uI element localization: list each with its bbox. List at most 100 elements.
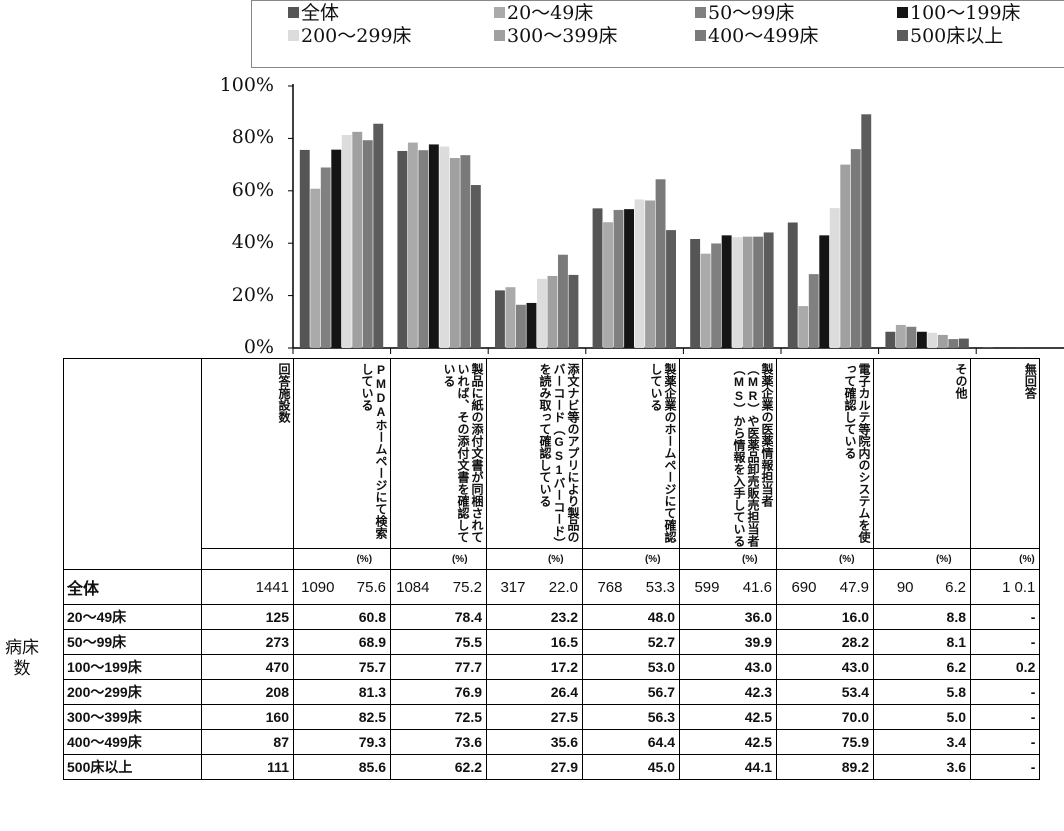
- bed-count-side-label: 病床数: [5, 638, 39, 679]
- percent-cell: 85.6: [338, 754, 391, 780]
- bar: [407, 142, 418, 348]
- percent-cell: 52.7: [626, 629, 680, 655]
- bar: [547, 275, 558, 348]
- percent-cell: -: [1014, 679, 1041, 705]
- percent-cell: 23.2: [529, 604, 583, 630]
- bar: [592, 208, 603, 348]
- percent-cell: 5.0: [917, 704, 971, 730]
- percent-cell: 45.0: [626, 754, 680, 780]
- count-cell: 599: [679, 569, 724, 605]
- percent-cell: 79.3: [338, 729, 391, 755]
- column-header: 電子カルテ等院内のシステムを使って確認している: [776, 358, 874, 549]
- legend-item: 300～399床: [494, 25, 618, 47]
- bar: [829, 208, 840, 348]
- count-cell: [970, 754, 1015, 780]
- bar: [690, 239, 701, 348]
- count-cell: 1084: [390, 569, 434, 605]
- percent-unit-label: (%): [529, 548, 583, 570]
- bar: [418, 150, 429, 348]
- bar: [895, 324, 906, 348]
- percent-cell: 75.6: [338, 569, 391, 605]
- bar: [958, 338, 969, 348]
- count-cell: [776, 754, 821, 780]
- percent-cell: 75.5: [433, 629, 487, 655]
- bar: [537, 278, 547, 348]
- respondent-count: 273: [201, 629, 294, 655]
- percent-cell: 53.3: [626, 569, 680, 605]
- row-label: 400～499床: [63, 729, 202, 755]
- bar: [495, 290, 505, 348]
- unit-cell-blank: [390, 548, 434, 570]
- count-cell: [390, 654, 434, 680]
- count-cell: [776, 679, 821, 705]
- column-header: その他: [873, 358, 971, 549]
- legend-swatch: [288, 30, 299, 41]
- percent-cell: 48.0: [626, 604, 680, 630]
- bar: [927, 332, 938, 348]
- legend-item: 400～499床: [695, 25, 819, 47]
- respondent-count: 87: [201, 729, 294, 755]
- legend-item: 100～199床: [897, 2, 1021, 24]
- count-cell: [390, 704, 434, 730]
- table-row: 400～499床 87 79.3 73.6 35.6 64.4 42.5 75.9 3.4 -: [63, 729, 1041, 755]
- bar: [655, 179, 666, 348]
- count-cell: [390, 629, 434, 655]
- count-cell: [679, 754, 724, 780]
- bar: [666, 230, 676, 348]
- percent-cell: 3.4: [917, 729, 971, 755]
- percent-cell: 41.6: [723, 569, 777, 605]
- percent-cell: 16.5: [529, 629, 583, 655]
- bar: [906, 326, 917, 348]
- bar: [428, 144, 439, 348]
- table-header-row: 回答施設数 PMDAホームページにて検索している 製品に紙の添付文書が同梱されていれ…: [63, 358, 1041, 570]
- legend-swatch: [695, 7, 706, 18]
- count-cell: [582, 629, 627, 655]
- bar: [526, 302, 537, 348]
- table-row: 300～399床 160 82.5 72.5 27.5 56.3 42.5 70.0 5.0 -: [63, 704, 1041, 730]
- data-table: 回答施設数 PMDAホームページにて検索している 製品に紙の添付文書が同梱されていれ…: [63, 358, 1041, 780]
- count-cell: [582, 729, 627, 755]
- unit-cell-blank: [970, 548, 1015, 570]
- bar: [341, 134, 352, 348]
- chart-legend: 全体 20～49床 50～99床 100～199床 200～299床 300～399床 40…: [251, 0, 1064, 68]
- percent-cell: 68.9: [338, 629, 391, 655]
- y-tick-label: 0%: [243, 336, 274, 358]
- percent-cell: 28.2: [820, 629, 874, 655]
- bar: [449, 158, 460, 348]
- legend-item: 20～49床: [494, 2, 593, 24]
- count-cell: [873, 754, 918, 780]
- bar: [787, 222, 798, 348]
- count-cell: [293, 629, 339, 655]
- bar: [320, 167, 331, 348]
- table-row: 50～99床 273 68.9 75.5 16.5 52.7 39.9 28.2 8.1 -: [63, 629, 1041, 655]
- count-cell: [486, 754, 530, 780]
- legend-swatch: [494, 7, 505, 18]
- row-label: 200～299床: [63, 679, 202, 705]
- bar: [373, 123, 384, 348]
- bar: [937, 334, 948, 348]
- percent-cell: 47.9: [820, 569, 874, 605]
- count-cell: [293, 604, 339, 630]
- legend-swatch: [695, 30, 706, 41]
- bar: [742, 236, 753, 348]
- bar: [634, 199, 645, 348]
- legend-item: 200～299床: [288, 25, 412, 47]
- bar: [439, 146, 450, 348]
- percent-cell: 22.0: [529, 569, 583, 605]
- count-cell: [679, 704, 724, 730]
- count-cell: [390, 604, 434, 630]
- count-cell: [970, 679, 1015, 705]
- count-cell: [873, 654, 918, 680]
- percent-cell: 78.4: [433, 604, 487, 630]
- bar: [885, 331, 896, 348]
- percent-cell: 75.7: [338, 654, 391, 680]
- percent-cell: 73.6: [433, 729, 487, 755]
- bar: [763, 232, 774, 348]
- count-cell: 768: [582, 569, 627, 605]
- bar: [700, 253, 711, 348]
- bar: [819, 235, 830, 348]
- percent-cell: 36.0: [723, 604, 777, 630]
- row-label: 100～199床: [63, 654, 202, 680]
- percent-cell: 77.7: [433, 654, 487, 680]
- respondent-count: 125: [201, 604, 294, 630]
